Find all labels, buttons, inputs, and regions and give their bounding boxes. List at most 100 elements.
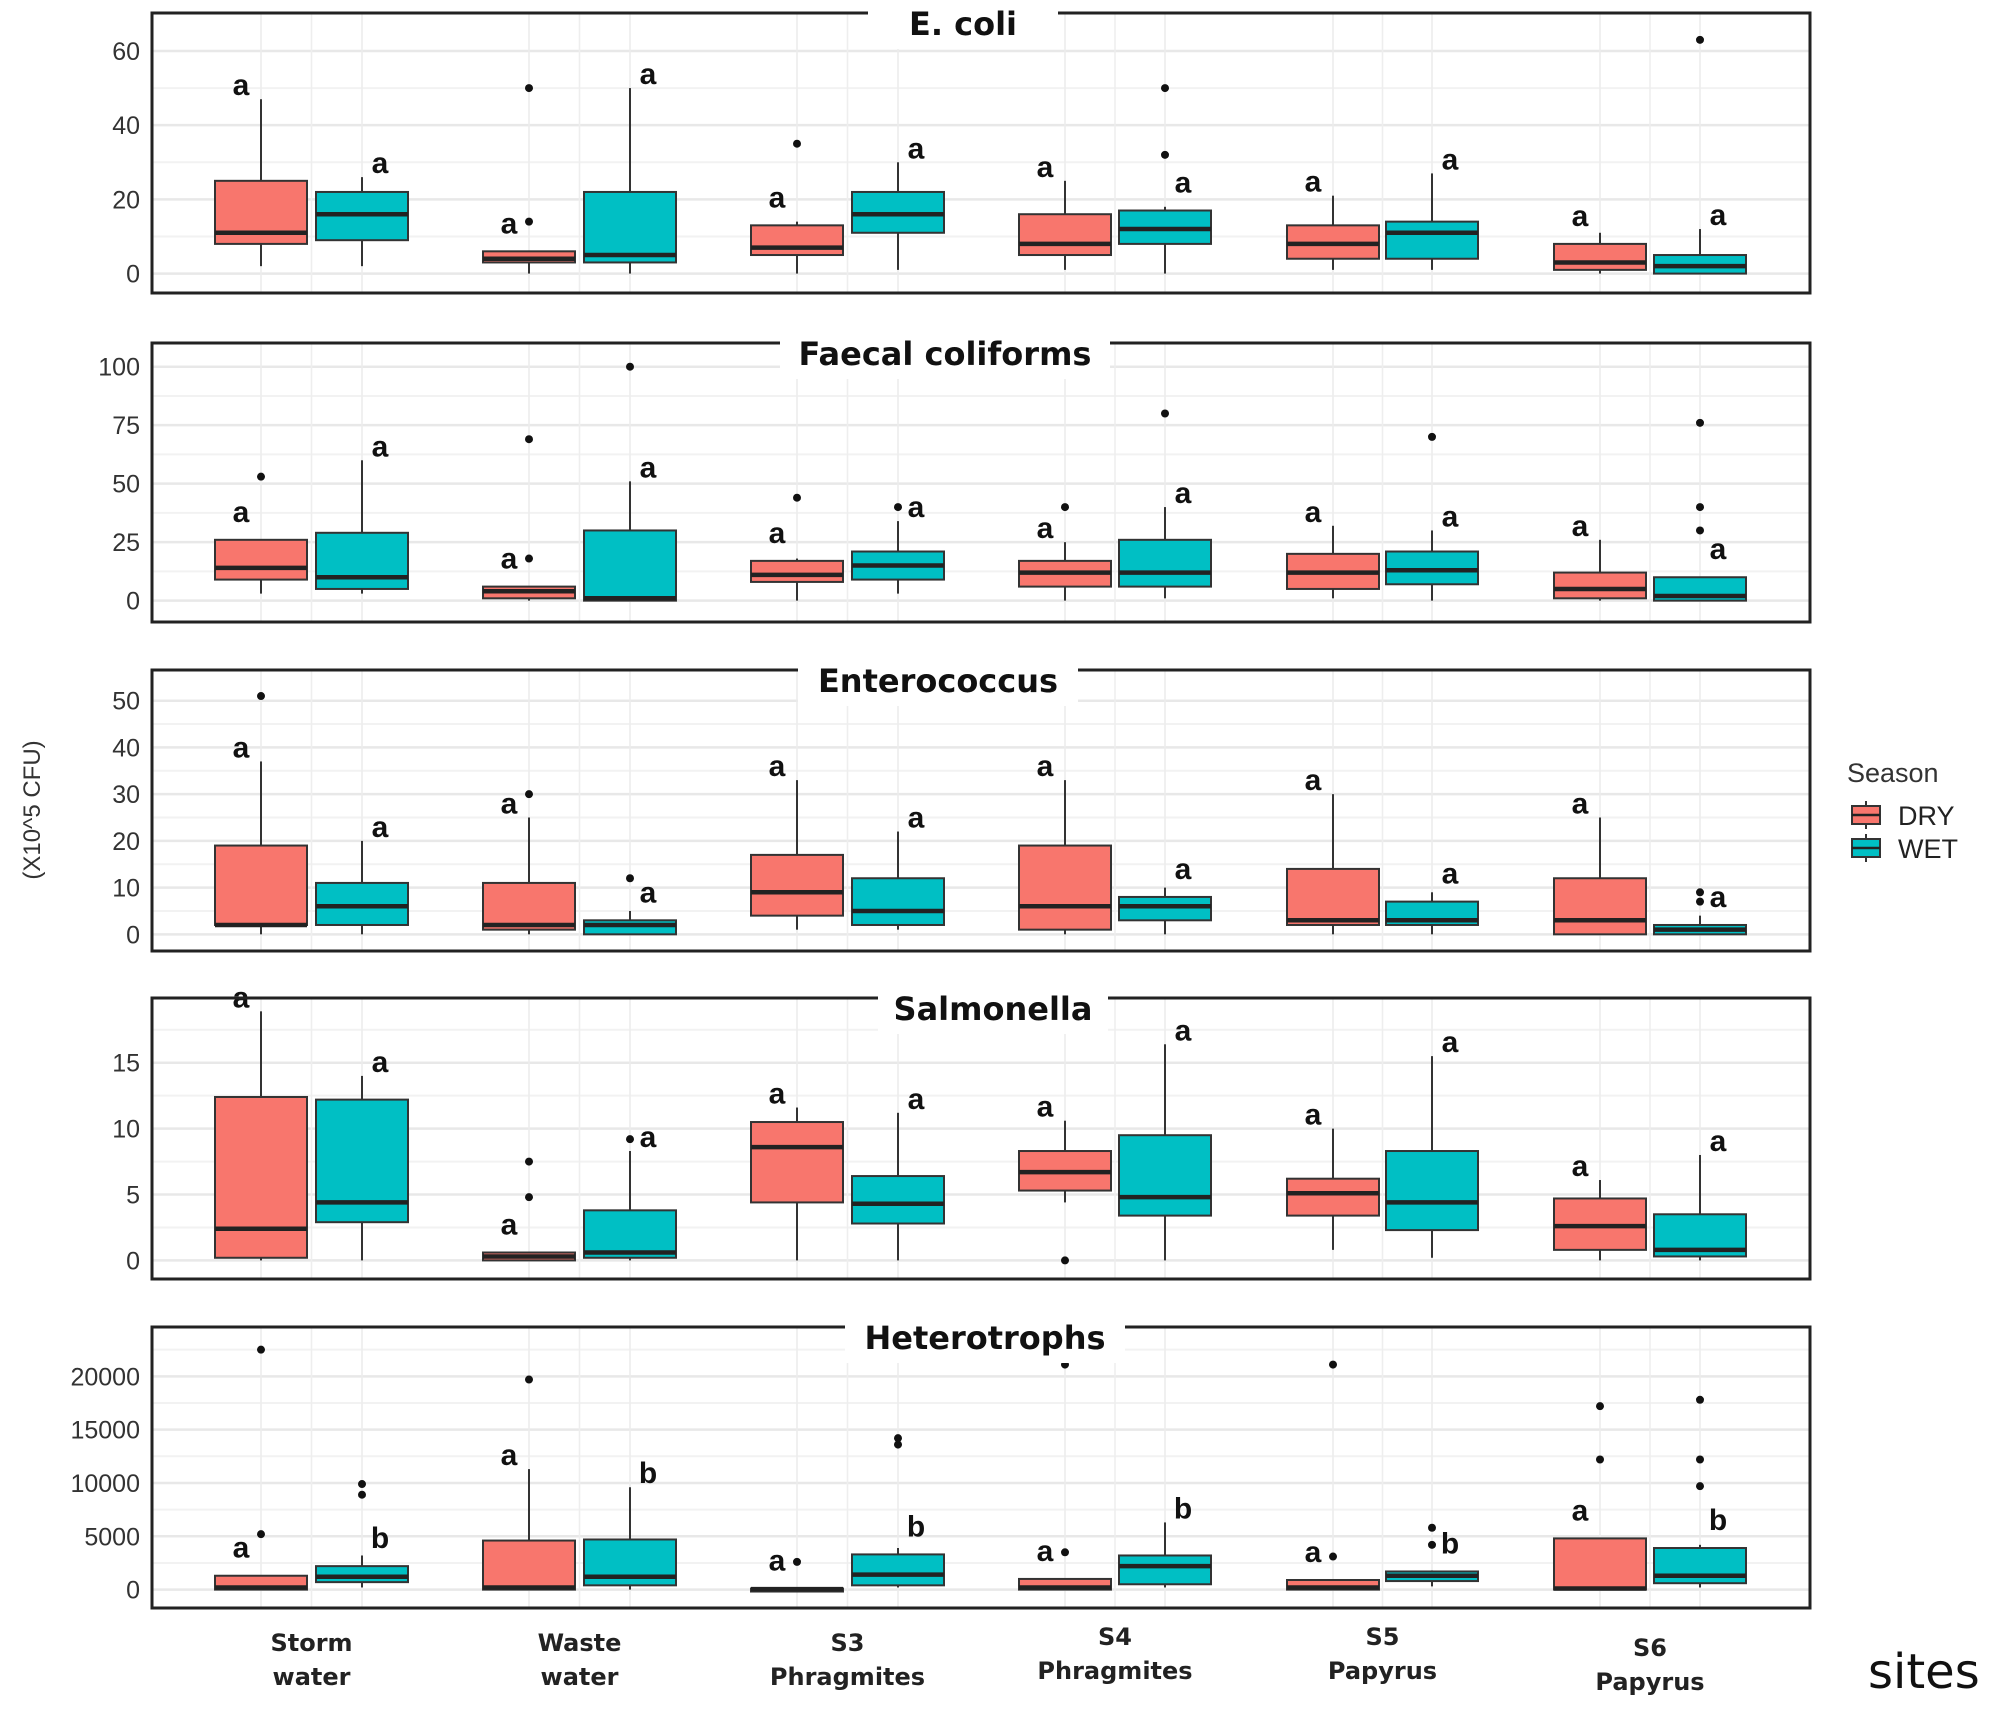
outlier-point (626, 362, 634, 371)
outlier-point (1428, 1523, 1436, 1532)
significance-letter: a (233, 496, 250, 529)
significance-letter: a (233, 69, 250, 102)
y-tick-label: 5000 (84, 1523, 140, 1551)
significance-letter: a (640, 451, 657, 484)
y-tick-label: 100 (98, 354, 140, 382)
box-wet: a (1385, 143, 1479, 270)
significance-letter: a (372, 1046, 389, 1079)
outlier-point (525, 1375, 533, 1384)
significance-letter: b (639, 1457, 657, 1490)
x-tick-label-line: S5 (1366, 1623, 1400, 1651)
significance-letter: a (1037, 1091, 1054, 1124)
significance-letter: a (501, 1439, 518, 1472)
panel-title: Heterotrophs (864, 1319, 1105, 1357)
y-tick-label: 30 (112, 781, 140, 809)
box-iqr (1385, 1150, 1479, 1232)
significance-letter: a (640, 58, 657, 91)
panel-e-coli: 0 20 40 60 a a a a a a a a a a a a E. coli (112, 1, 1812, 295)
box-dry: a (1553, 200, 1647, 274)
significance-letter: a (1175, 853, 1192, 886)
significance-letter: a (1305, 496, 1322, 529)
outlier-point (257, 1530, 265, 1539)
significance-letter: a (1442, 858, 1459, 891)
box-dry: a (1018, 1360, 1112, 1591)
box-dry: a (482, 1157, 576, 1262)
box-iqr (214, 538, 308, 581)
outlier-point (257, 692, 265, 701)
box-dry: a (750, 1545, 844, 1593)
panel-title: E. coli (909, 5, 1017, 43)
x-tick-label-line: Storm (270, 1629, 352, 1657)
outlier-point (1061, 1548, 1069, 1557)
outlier-point (1696, 418, 1704, 427)
box-wet: b (1653, 1395, 1747, 1588)
box-dry: a (482, 84, 576, 274)
box-wet: a (851, 491, 945, 594)
significance-letter: a (1305, 1536, 1322, 1569)
box-iqr (851, 877, 945, 926)
y-tick-label: 60 (112, 38, 140, 66)
legend-label: WET (1898, 834, 1958, 864)
box-iqr (315, 531, 409, 590)
box-dry: a (1018, 503, 1112, 601)
panel-faecal-coliforms: 0 25 50 75 100 a a a a a a a a a a a a Faecal coliforms (98, 331, 1812, 624)
outlier-point (257, 472, 265, 481)
box-iqr (583, 1209, 677, 1259)
significance-letter: a (1175, 1014, 1192, 1047)
significance-letter: a (1037, 750, 1054, 783)
outlier-point (525, 1193, 533, 1202)
outlier-point (894, 1440, 902, 1449)
y-tick-label: 50 (112, 471, 140, 499)
significance-letter: a (640, 1121, 657, 1154)
box-dry: a (1553, 788, 1647, 936)
box-iqr (750, 559, 844, 583)
significance-letter: a (1442, 500, 1459, 533)
significance-letter: a (1572, 1150, 1589, 1183)
significance-letter: a (233, 1532, 250, 1565)
significance-letter: a (1572, 788, 1589, 821)
box-wet: a (315, 430, 409, 594)
y-tick-label: 20 (112, 828, 140, 856)
panel-title-band (878, 986, 1108, 1034)
box-dry: a (482, 1375, 576, 1591)
box-iqr (1118, 538, 1212, 588)
panel-background (152, 13, 1810, 293)
significance-letter: a (501, 543, 518, 576)
outlier-point (1696, 1482, 1704, 1491)
significance-letter: a (233, 731, 250, 764)
outlier-point (1061, 1256, 1069, 1265)
panel-title-band (868, 1, 1058, 49)
outlier-point (1428, 1540, 1436, 1549)
y-tick-label: 0 (126, 921, 140, 949)
box-iqr (1118, 895, 1212, 922)
x-tick-label: Storm water (270, 1629, 352, 1691)
box-iqr (1553, 1537, 1647, 1591)
significance-letter: a (908, 1083, 925, 1116)
significance-letter: a (1305, 166, 1322, 199)
outlier-point (1161, 409, 1169, 418)
significance-letter: a (1572, 200, 1589, 233)
box-wet: b (1118, 1492, 1212, 1588)
significance-letter: b (907, 1510, 925, 1543)
box-wet: a (1653, 418, 1747, 602)
box-wet: a (1385, 432, 1479, 601)
outlier-point (626, 874, 634, 883)
significance-letter: a (1305, 764, 1322, 797)
box-iqr (315, 1565, 409, 1584)
panel-background (152, 998, 1810, 1279)
box-dry: a (1286, 764, 1380, 935)
box-iqr (214, 844, 308, 926)
significance-letter: a (908, 491, 925, 524)
box-iqr (1018, 844, 1112, 931)
y-axis-label: (X10^5 CFU) (19, 740, 46, 879)
box-dry: a (1553, 1150, 1647, 1261)
box-wet: a (1118, 1014, 1212, 1261)
box-wet: a (1118, 409, 1212, 599)
x-tick-label: S3 Phragmites (770, 1629, 925, 1691)
significance-letter: a (908, 802, 925, 835)
significance-letter: a (1710, 199, 1727, 232)
box-wet: a (1118, 84, 1212, 274)
x-tick-label: S4 Phragmites (1037, 1623, 1192, 1685)
y-tick-label: 40 (112, 734, 140, 762)
